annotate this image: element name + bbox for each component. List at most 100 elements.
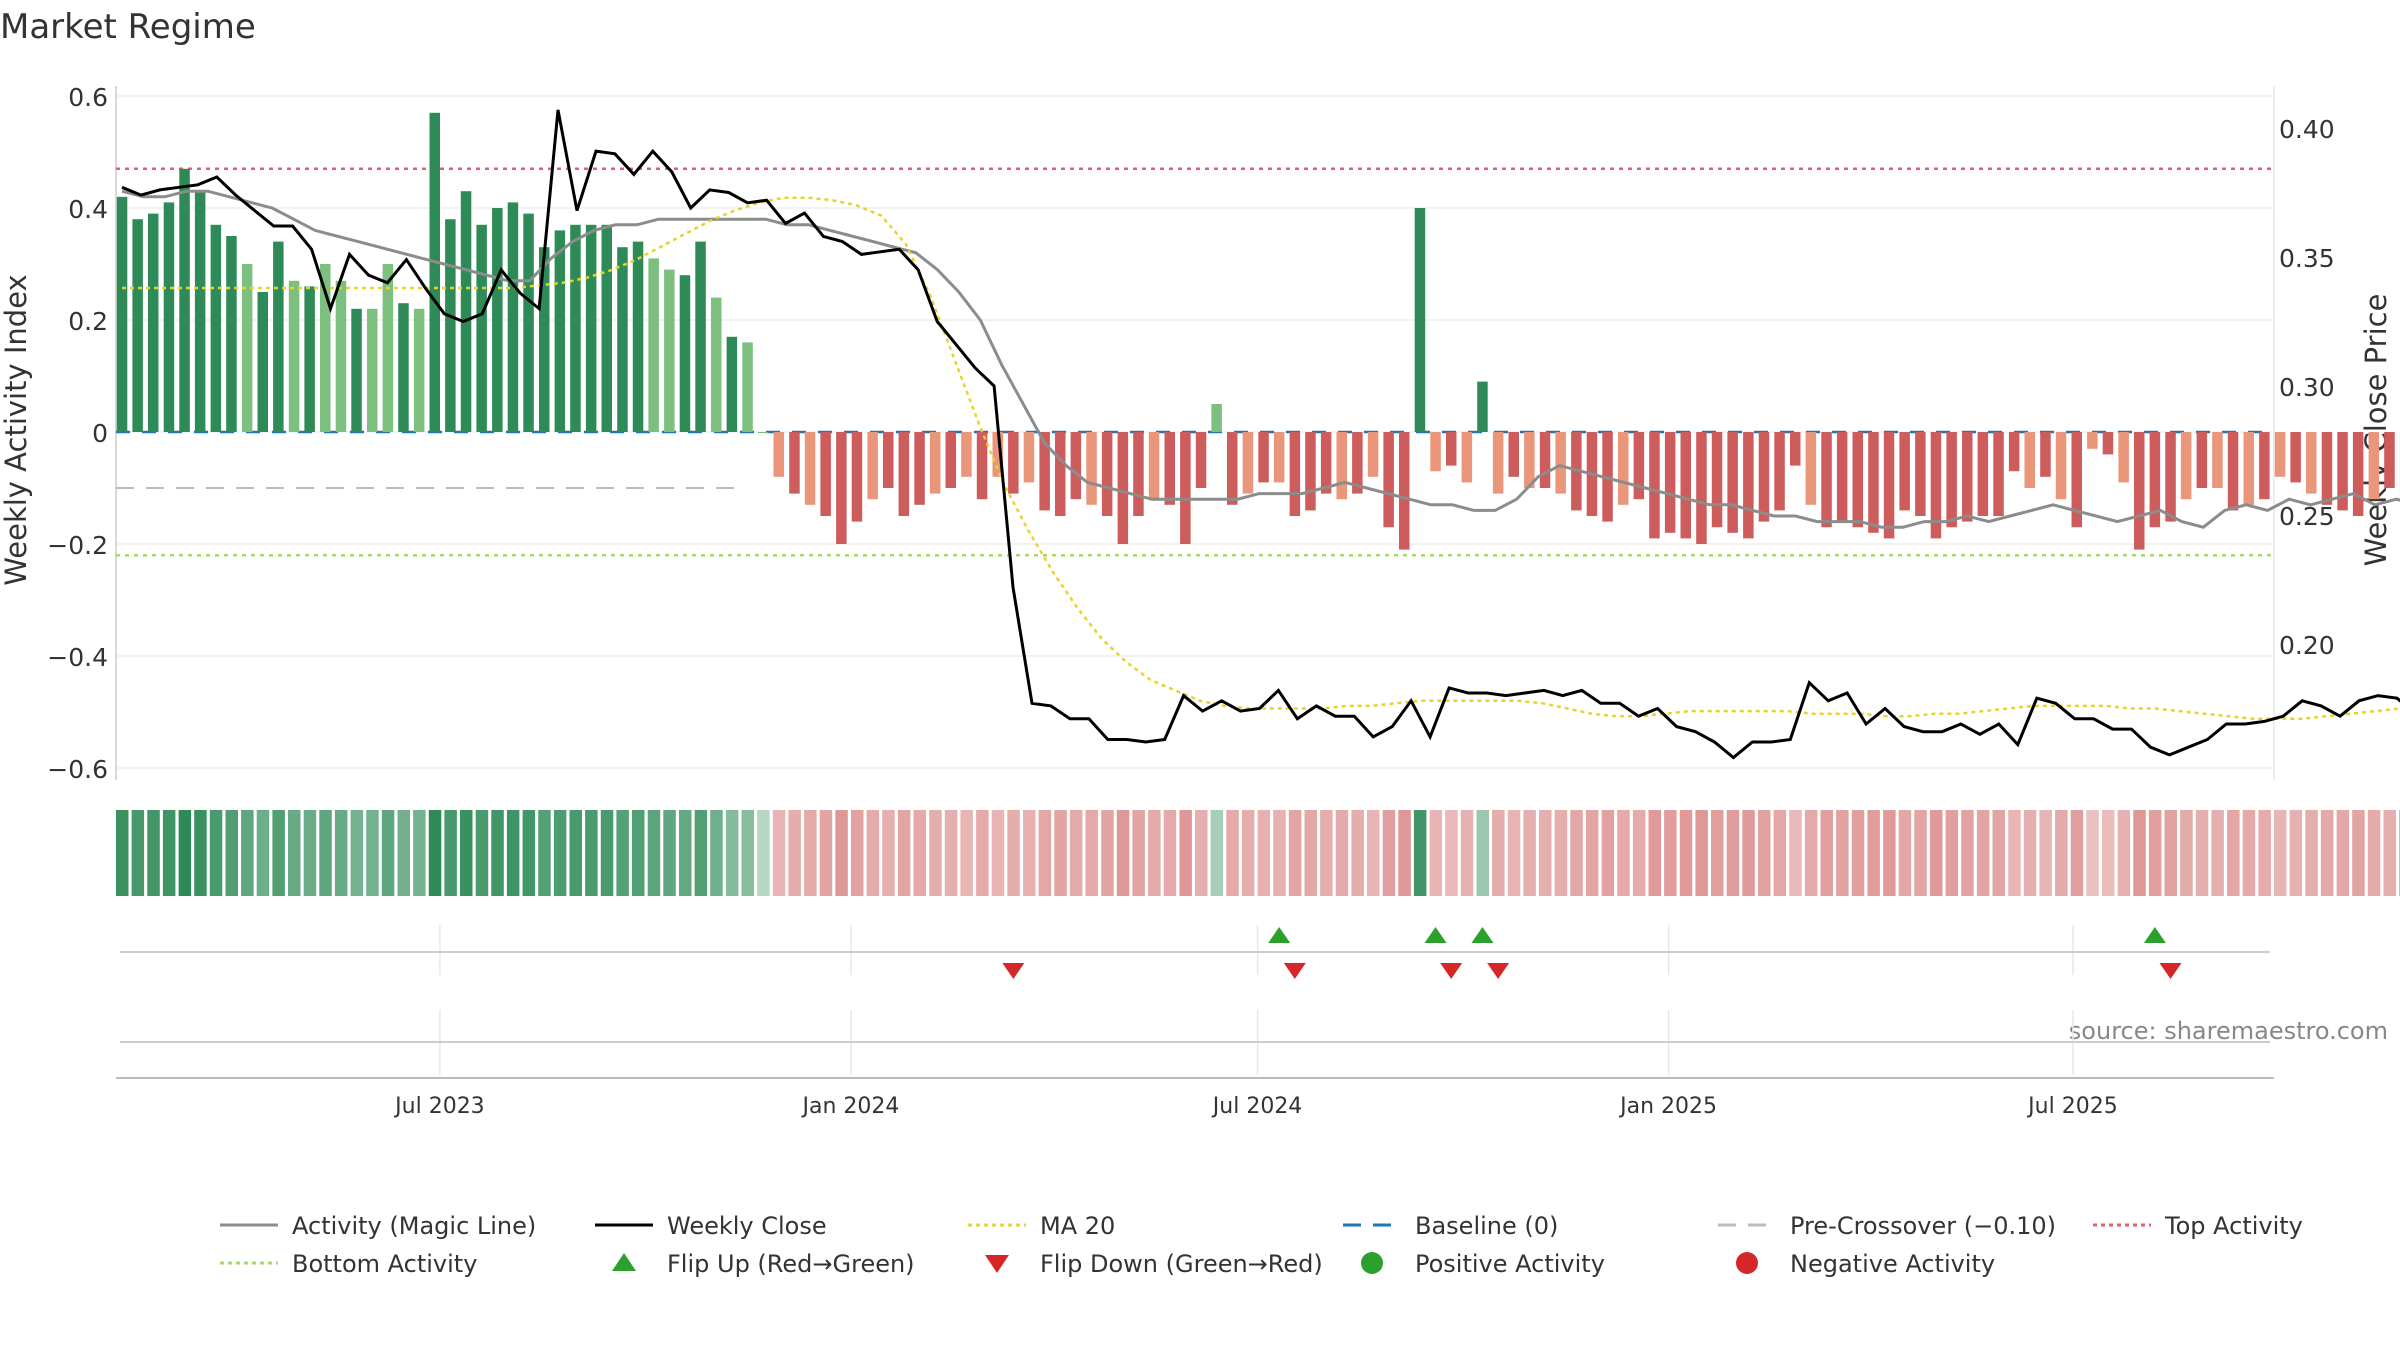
regime-strip-cell	[2290, 810, 2303, 896]
flip-markers-panel	[120, 927, 2270, 979]
regime-strip-cell	[366, 810, 379, 896]
activity-bar	[648, 258, 659, 432]
activity-bar	[930, 432, 941, 494]
regime-strip-cell	[1148, 810, 1161, 896]
activity-bar	[586, 225, 597, 432]
regime-strip-cell	[210, 810, 223, 896]
activity-bar	[695, 242, 706, 432]
activity-bar	[1430, 432, 1441, 471]
legend-item: Top Activity	[2093, 1212, 2303, 1240]
activity-bar	[476, 225, 487, 432]
regime-strip-cell	[476, 810, 489, 896]
activity-bar	[2384, 432, 2395, 488]
regime-strip-cell	[1273, 810, 1286, 896]
regime-strip-cell	[1680, 810, 1693, 896]
activity-bar	[1759, 432, 1770, 522]
legend-item: Positive Activity	[1361, 1250, 1605, 1278]
regime-strip-cell	[1132, 810, 1145, 896]
activity-bar	[1681, 432, 1692, 538]
activity-bar	[1337, 432, 1348, 499]
regime-strip-cell	[1711, 810, 1724, 896]
regime-strip-cell	[1179, 810, 1192, 896]
regime-strip-cell	[2149, 810, 2162, 896]
activity-bar	[1477, 382, 1488, 432]
legend-label: Pre-Crossover (−0.10)	[1790, 1212, 2056, 1240]
regime-strip-cell	[179, 810, 192, 896]
legend-item: Flip Down (Green→Red)	[985, 1250, 1323, 1278]
legend-item: Baseline (0)	[1343, 1212, 1558, 1240]
activity-bar	[2025, 432, 2036, 488]
activity-bar	[2306, 432, 2317, 494]
regime-strip-cell	[585, 810, 598, 896]
regime-strip-cell	[1602, 810, 1615, 896]
regime-strip-cell	[2321, 810, 2334, 896]
activity-bar	[1211, 404, 1222, 432]
activity-bar	[758, 432, 769, 433]
regime-strip-cell	[726, 810, 739, 896]
legend-label: Positive Activity	[1415, 1250, 1605, 1278]
activity-bar	[1462, 432, 1473, 482]
activity-bar	[1993, 432, 2004, 516]
activity-bar	[289, 281, 300, 432]
regime-strip-cell	[1492, 810, 1505, 896]
regime-strip-cell	[538, 810, 551, 896]
activity-bar	[617, 247, 628, 432]
activity-bar	[258, 292, 269, 432]
regime-strip-cell	[147, 810, 160, 896]
activity-bar	[2009, 432, 2020, 471]
legend-swatch-dot	[1736, 1252, 1758, 1274]
legend-item: Negative Activity	[1736, 1250, 1995, 1278]
regime-strip-cell	[1320, 810, 1333, 896]
activity-bar	[398, 303, 409, 432]
regime-strip-cell	[2086, 810, 2099, 896]
legend-label: Negative Activity	[1790, 1250, 1995, 1278]
legend-label: Weekly Close	[667, 1212, 827, 1240]
regime-strip-cell	[976, 810, 989, 896]
regime-strip-cell	[429, 810, 442, 896]
activity-bar	[2212, 432, 2223, 488]
regime-strip-cell	[1523, 810, 1536, 896]
regime-strip-cell	[382, 810, 395, 896]
activity-bar	[555, 230, 566, 432]
activity-bar	[351, 309, 362, 432]
activity-bar	[1868, 432, 1879, 533]
x-tick-label: Jul 2023	[393, 1094, 485, 1119]
legend-label: MA 20	[1040, 1212, 1115, 1240]
activity-bar	[492, 208, 503, 432]
regime-strip-cell	[1367, 810, 1380, 896]
regime-strip-cell	[616, 810, 629, 896]
activity-bar	[711, 298, 722, 432]
activity-bar	[195, 191, 206, 432]
activity-bar	[539, 247, 550, 432]
activity-bar	[633, 242, 644, 432]
source-note: source: sharemaestro.com	[2069, 1017, 2388, 1045]
legend-swatch-triangle-up	[612, 1253, 636, 1271]
regime-strip-cell	[1570, 810, 1583, 896]
regime-strip-cell	[226, 810, 239, 896]
regime-strip-cell	[820, 810, 833, 896]
activity-bar	[2197, 432, 2208, 488]
activity-bar	[820, 432, 831, 516]
regime-strip-cell	[1226, 810, 1239, 896]
legend-label: Top Activity	[2164, 1212, 2303, 1240]
regime-strip-cell	[1007, 810, 1020, 896]
regime-strip-cell	[1758, 810, 1771, 896]
y-tick-label-right: 0.30	[2279, 373, 2335, 402]
regime-strip-cell	[898, 810, 911, 896]
regime-strip-cell	[1664, 810, 1677, 896]
regime-strip-cell	[2196, 810, 2209, 896]
regime-strip-cell	[570, 810, 583, 896]
regime-strip-cell	[257, 810, 270, 896]
regime-strip-cell	[2102, 810, 2115, 896]
activity-bar	[1978, 432, 1989, 516]
regime-strip-cell	[945, 810, 958, 896]
activity-bar	[1102, 432, 1113, 516]
regime-strip-cell	[1946, 810, 1959, 896]
activity-bar	[1712, 432, 1723, 527]
activity-bar	[273, 242, 284, 432]
activity-bar	[132, 219, 143, 432]
activity-bar	[1743, 432, 1754, 538]
regime-strip-cell	[1039, 810, 1052, 896]
y-tick-label-left: 0	[92, 419, 108, 448]
